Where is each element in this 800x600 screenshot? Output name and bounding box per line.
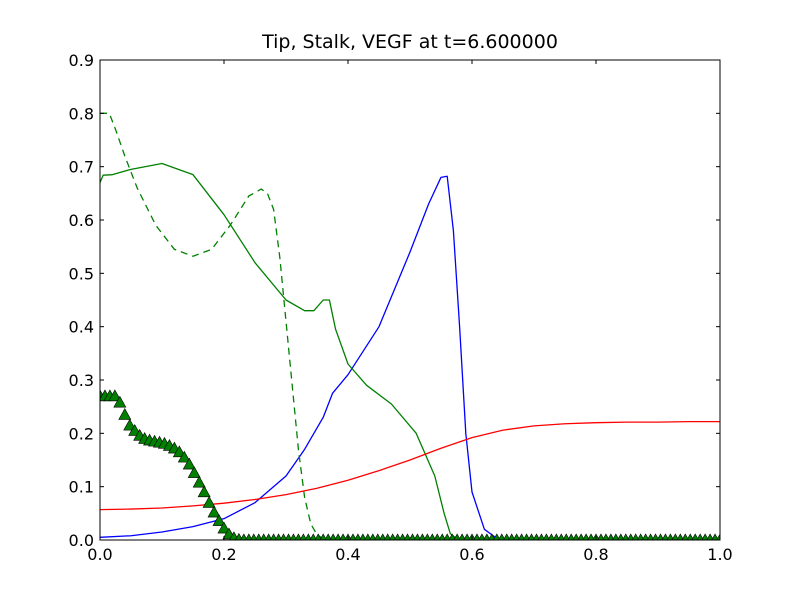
- y-tick-label: 0.9: [69, 51, 94, 70]
- triangle-marker: [202, 496, 216, 508]
- y-tick-label: 0.6: [69, 211, 94, 230]
- triangle-marker: [123, 418, 137, 431]
- series-layer: [100, 112, 720, 540]
- triangle-marker: [187, 466, 201, 478]
- x-tick-label: 0.0: [87, 545, 112, 564]
- triangle-marker: [113, 395, 127, 408]
- axes-layer: 0.0 0.2 0.4 0.6 0.8 1.0 0.0 0.1 0.2 0.3 0.4 0.5 0.6 0…: [69, 51, 733, 564]
- series-line-3: [100, 420, 720, 511]
- y-tick-label: 0.5: [69, 264, 94, 283]
- triangle-marker: [192, 475, 206, 488]
- y-tick-label: 0.7: [69, 158, 94, 177]
- series-line-2: [100, 112, 330, 540]
- triangle-marker: [217, 521, 231, 534]
- x-tick-label: 0.8: [583, 545, 608, 564]
- x-tick-label: 0.6: [459, 545, 484, 564]
- x-tick-label: 1.0: [707, 545, 732, 564]
- triangle-marker: [172, 445, 186, 458]
- x-tick-label: 0.2: [211, 545, 236, 564]
- triangle-marker: [207, 505, 221, 518]
- y-tick-label: 0.2: [69, 424, 94, 443]
- triangle-marker: [108, 389, 122, 402]
- triangle-marker: [212, 514, 226, 526]
- triangle-marker: [177, 450, 191, 463]
- y-tick-label: 0.3: [69, 371, 94, 390]
- triangle-marker: [716, 533, 720, 540]
- axes-frame: [99, 59, 721, 541]
- triangle-marker: [197, 485, 211, 498]
- y-tick-label: 0.0: [69, 531, 94, 550]
- chart-title: Tip, Stalk, VEGF at t=6.600000: [261, 31, 558, 53]
- marker-series-4: [100, 389, 720, 540]
- y-tick-label: 0.1: [69, 478, 94, 497]
- triangle-marker: [182, 457, 196, 470]
- triangle-marker: [118, 408, 132, 420]
- x-tick-label: 0.4: [335, 545, 360, 564]
- y-tick-label: 0.4: [69, 318, 94, 337]
- y-tick-label: 0.8: [69, 104, 94, 123]
